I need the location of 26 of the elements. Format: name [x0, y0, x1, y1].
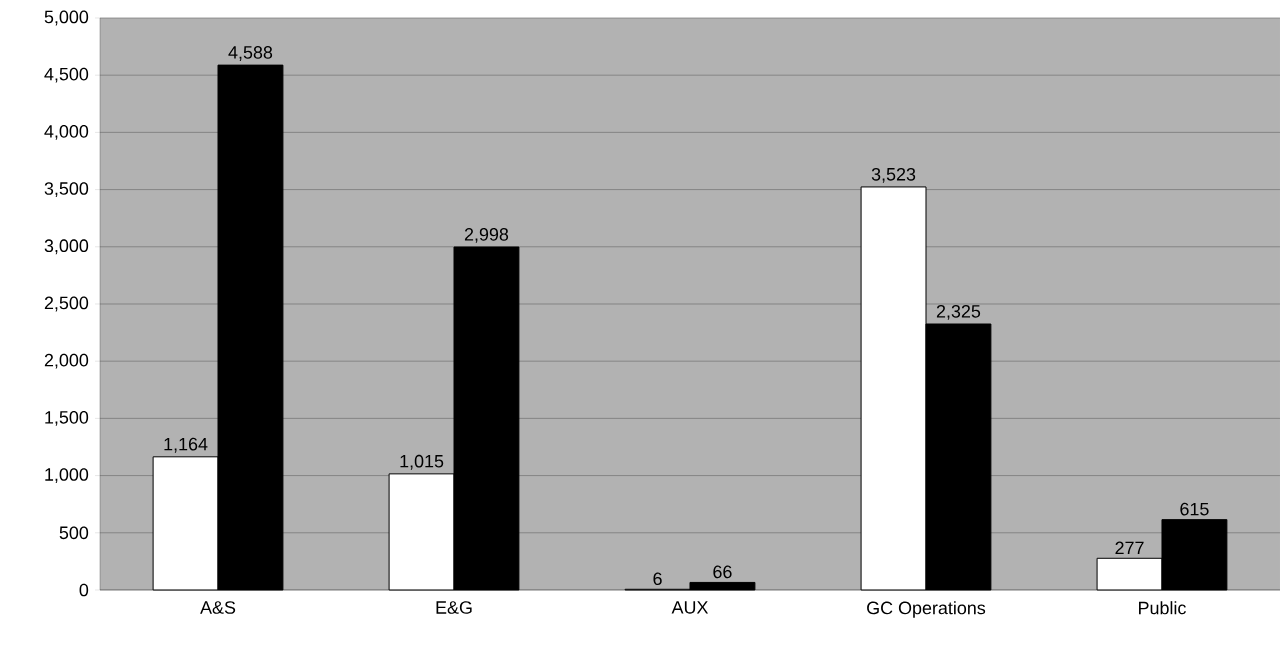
y-tick-label: 0	[79, 583, 89, 597]
x-tick-label: E&G	[436, 601, 472, 614]
x-tick-label: AUX	[671, 601, 709, 614]
x-tick-label: Public	[1139, 601, 1186, 615]
y-tick-label: 500	[59, 526, 89, 540]
y-tick-label: 5,000	[44, 10, 89, 26]
y-tick-label: 1,000	[45, 468, 89, 483]
y-tick-label: 4,000	[44, 124, 89, 140]
y-tick-label: 3,500	[44, 182, 89, 197]
data-label: 277	[1115, 541, 1144, 555]
data-label: 3,523	[871, 167, 916, 183]
data-label: 615	[1180, 502, 1209, 516]
y-tick-label: 3,000	[44, 239, 89, 255]
data-label: 1,015	[400, 454, 444, 470]
y-tick-label: 2,000	[44, 353, 89, 369]
data-label: 1,164	[164, 437, 208, 453]
x-tick-label: GC Operations	[867, 601, 986, 618]
y-tick-label: 4,500	[44, 67, 89, 83]
y-tick-label: 2,500	[44, 296, 89, 312]
data-label: 6	[653, 572, 662, 586]
data-label: 2,325	[936, 304, 981, 320]
data-label: 4,588	[228, 46, 273, 61]
y-tick-label: 1,500	[45, 410, 89, 426]
x-tick-label: A&S	[200, 601, 236, 614]
data-label: 66	[713, 565, 732, 579]
data-label: 2,998	[464, 227, 509, 243]
